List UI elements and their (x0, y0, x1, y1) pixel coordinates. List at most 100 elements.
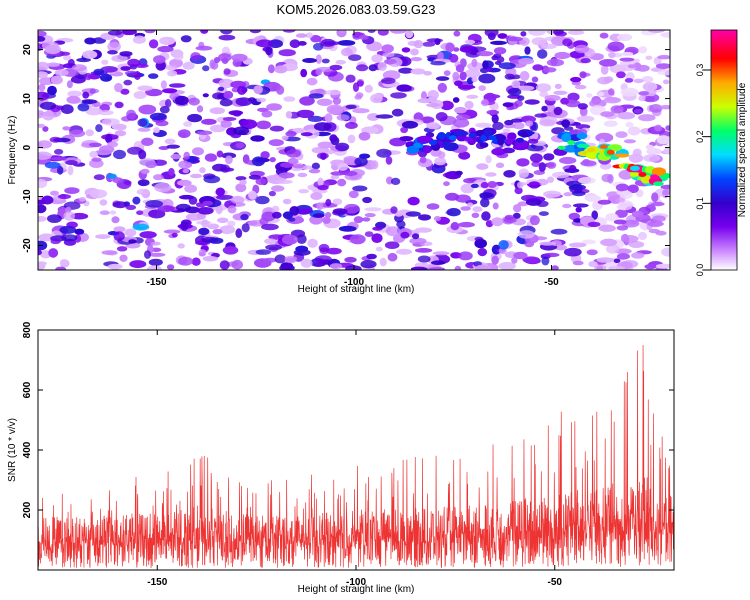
spectrogram-cell (475, 122, 492, 128)
spectrogram-cell (546, 58, 565, 67)
spectrogram-cell (145, 200, 164, 208)
spectrogram-cell (662, 189, 670, 196)
spectrogram-cell (196, 130, 213, 136)
spectrogram-cell (638, 231, 647, 241)
spectrogram-cell (329, 263, 343, 270)
spectrogram-cell (454, 106, 467, 114)
spectrogram-cell (239, 119, 258, 129)
colorbar-tick-label: 0.2 (695, 130, 705, 143)
spectrogram-cell (255, 178, 267, 185)
spectrogram-signal-cell (599, 144, 608, 149)
spectrogram-cell (552, 30, 565, 35)
spectrogram-cell (615, 209, 628, 218)
spectrogram-y-axis-label: Frequency (Hz) (7, 116, 18, 185)
spectrogram-cell (178, 160, 193, 169)
spectrogram-cell (89, 150, 98, 158)
spectrogram-cell (190, 52, 201, 61)
spectrogram-cell (619, 190, 633, 199)
spectrogram-cell (428, 267, 445, 270)
spectrogram-cell (310, 192, 323, 201)
spectrogram-cell (144, 250, 151, 259)
spectrogram-cell (182, 168, 190, 174)
spectrogram-cell (308, 168, 321, 174)
spectrogram-cell (126, 109, 137, 120)
spectrogram-cell (297, 172, 308, 178)
spectrogram-cell (332, 198, 343, 205)
spectrogram-cell (329, 134, 338, 143)
spectrogram-cell (283, 96, 296, 102)
spectrogram-cell (231, 53, 248, 62)
spectrogram-cell (183, 121, 193, 127)
spectrogram-cell (448, 53, 459, 63)
spectrogram-signal-cell (497, 136, 505, 146)
spectrogram-cell (623, 139, 637, 144)
spectrogram-cell (218, 78, 234, 89)
spectrogram-cell (352, 108, 370, 114)
spectrogram-cell (84, 72, 92, 81)
spectrogram-cell (140, 168, 150, 175)
spectrogram-cell (227, 220, 236, 227)
spectrogram-cell (167, 70, 178, 77)
spectrogram-cell (343, 203, 360, 214)
spectrogram-cell (543, 252, 560, 258)
spectrogram-cells (38, 30, 670, 270)
spectrogram-cell (38, 233, 55, 242)
spectrogram-cell (218, 86, 225, 92)
spectrogram-cell (638, 46, 648, 54)
spectrogram-cell (111, 54, 128, 63)
spectrogram-signal-cell (452, 131, 469, 136)
spectrogram-cell (396, 84, 412, 92)
spectrogram-cell (235, 228, 243, 239)
spectrogram-cell (355, 92, 364, 98)
spectrogram-cell (107, 41, 121, 52)
spectrogram-cell (420, 116, 435, 124)
spectrogram-cell (627, 184, 639, 194)
spectrogram-cell (38, 215, 47, 222)
spectrogram-cell (125, 70, 138, 76)
spectrogram-cell (65, 160, 78, 166)
spectrogram-cell (177, 243, 185, 249)
spectrogram-cell (274, 254, 286, 264)
spectrogram-cell (336, 114, 350, 121)
spectrogram-cell (627, 64, 636, 69)
spectrogram-cell (377, 30, 389, 36)
spectrogram-cell (93, 68, 105, 76)
spectrogram-cell (195, 45, 213, 51)
spectrogram-cell (38, 199, 47, 205)
spectrogram-cell (507, 94, 522, 99)
spectrogram-signal-cell (423, 145, 432, 154)
spectrogram-cell (122, 30, 137, 36)
spectrogram-cell (525, 120, 534, 127)
spectrogram-cell (216, 150, 224, 158)
spectrogram-cell (178, 256, 193, 266)
spectrogram-cell (520, 31, 527, 37)
spectrogram-cell (198, 227, 210, 236)
spectrogram-cell (345, 122, 358, 129)
spectrogram-cell (610, 105, 624, 114)
spectrogram-cell (315, 88, 325, 94)
spectrogram-cell (138, 104, 157, 115)
spectrogram-cell (354, 157, 368, 167)
spectrogram-cell (432, 251, 450, 256)
spectrogram-cell (561, 119, 571, 128)
spectrogram-cell (343, 171, 358, 176)
spectrogram-cell (196, 105, 204, 113)
spectrogram-cell (305, 32, 314, 39)
spectrogram-cell (332, 208, 348, 215)
spectrogram-cell (443, 181, 450, 187)
spectrogram-cell (603, 97, 622, 104)
spectrogram-cell (538, 211, 549, 217)
spectrogram-cell (450, 222, 460, 231)
spectrogram-signal-cell (480, 134, 487, 142)
spectrogram-cell (419, 156, 427, 164)
spectrogram-cell (66, 80, 73, 89)
spectrogram-cell (356, 64, 369, 72)
spectrogram-cell (324, 113, 333, 123)
spectrogram-cell (313, 262, 326, 267)
spectrogram-signal-cell (520, 131, 528, 138)
spectrogram-cell (39, 101, 57, 110)
spectrogram-signal-cell (651, 167, 667, 176)
spectrogram-cell (597, 76, 612, 85)
spectrogram-cell (338, 30, 346, 33)
